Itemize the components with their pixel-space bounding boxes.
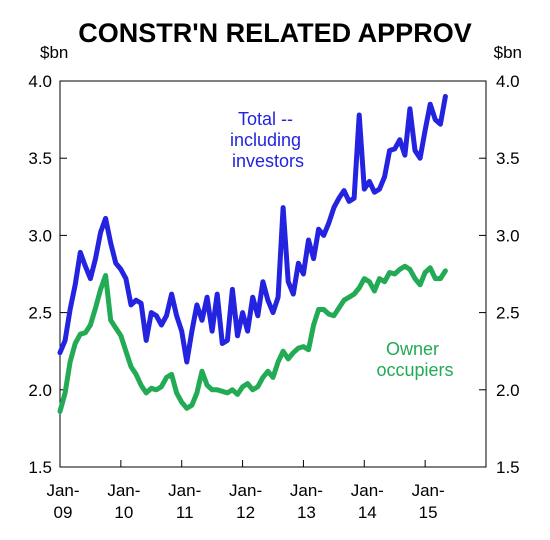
series-label-owner-line-2: occupiers (376, 360, 453, 380)
y-axis-unit-left: $bn (40, 43, 68, 62)
x-tick-label-year: 10 (114, 503, 133, 522)
y-tick-label-right: 3.0 (496, 226, 520, 245)
y-tick-label-right: 3.5 (496, 149, 520, 168)
y-tick-label-left: 2.5 (28, 304, 52, 323)
x-tick-label-year: 15 (419, 503, 438, 522)
series-line-owner-occupiers (57, 263, 448, 414)
x-tick-label-month: Jan- (412, 481, 445, 500)
series-label-total: Total -- including investors (230, 109, 306, 171)
x-tick-label-month: Jan- (168, 481, 201, 500)
y-tick-label-left: 4.0 (28, 72, 52, 91)
y-tick-label-right: 2.5 (496, 304, 520, 323)
x-tick-label-year: 09 (54, 503, 73, 522)
x-tick-label-year: 11 (176, 503, 194, 522)
x-tick-label-month: Jan- (107, 481, 140, 500)
series-label-total-line-1: Total -- (238, 109, 293, 129)
x-tick-label-month: Jan- (229, 481, 262, 500)
x-tick-label-month: Jan- (351, 481, 384, 500)
series-label-total-line-3: investors (232, 151, 304, 171)
y-tick-label-left: 2.0 (28, 381, 52, 400)
series-lines (57, 93, 448, 414)
x-tick-label-year: 13 (297, 503, 316, 522)
y-tick-label-right: 4.0 (496, 72, 520, 91)
x-tick-label-year: 12 (236, 503, 255, 522)
chart-title: CONSTR'N RELATED APPROV (78, 18, 471, 48)
y-tick-label-left: 3.0 (28, 226, 52, 245)
series-label-owner: Owner occupiers (376, 339, 453, 380)
series-label-owner-line-1: Owner (386, 339, 439, 359)
x-tick-label-year: 14 (358, 503, 377, 522)
x-tick-label-month: Jan- (46, 481, 79, 500)
y-tick-label-right: 1.5 (496, 458, 520, 477)
y-axis-ticks: 1.5 1.5 2.0 2.0 2.5 2.5 3.0 3.0 3.5 3.5 4.0 4.0 (28, 72, 519, 477)
plot-frame (59, 80, 487, 468)
y-axis-unit-right: $bn (494, 43, 522, 62)
series-label-total-line-2: including (230, 130, 301, 150)
x-tick-label-month: Jan- (290, 481, 323, 500)
y-tick-label-right: 2.0 (496, 381, 520, 400)
y-tick-label-left: 3.5 (28, 149, 52, 168)
x-axis-ticks: Jan- 09 Jan- 10 Jan- 11 Jan- 12 Jan- 13 Jan- 14 Jan-… (46, 460, 445, 522)
y-tick-label-left: 1.5 (28, 458, 52, 477)
series-line-total (57, 93, 448, 365)
